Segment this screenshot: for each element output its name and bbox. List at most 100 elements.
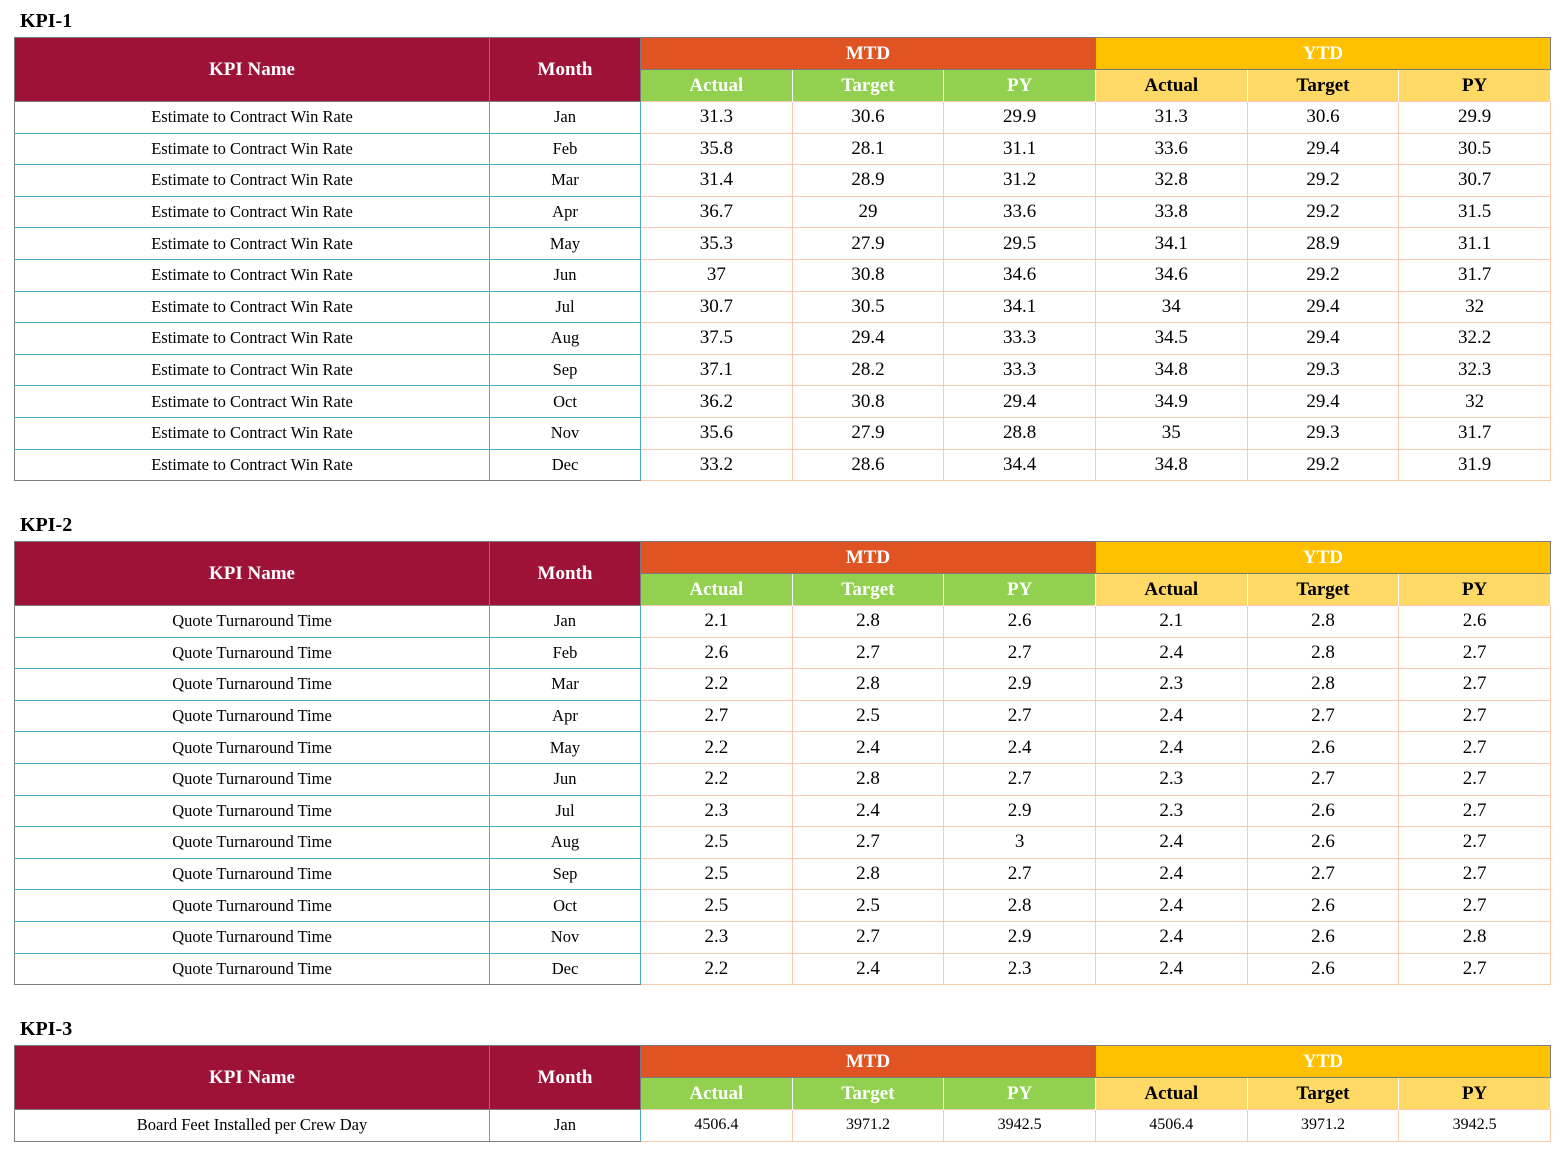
mtd-py-cell: 2.7	[943, 857, 1096, 891]
table-row: Quote Turnaround Time Sep 2.5 2.8 2.7 2.4 2.7 2…	[14, 857, 1551, 891]
mtd-actual-cell: 37.5	[640, 322, 793, 355]
mtd-actual-cell: 2.5	[640, 857, 793, 891]
mtd-actual-cell: 2.3	[640, 794, 793, 828]
ytd-py-cell: 2.7	[1398, 826, 1551, 859]
ytd-target-cell: 29.4	[1246, 132, 1400, 166]
mtd-target-header: Target	[792, 573, 945, 606]
mtd-target-cell: 2.5	[791, 889, 945, 922]
kpi-name-cell: Estimate to Contract Win Rate	[14, 164, 490, 197]
ytd-target-cell: 2.6	[1246, 826, 1400, 859]
ytd-target-cell: 29.2	[1246, 195, 1400, 229]
ytd-actual-cell: 34.5	[1094, 322, 1248, 355]
mtd-actual-cell: 37.1	[640, 353, 793, 387]
ytd-py-cell: 2.8	[1398, 920, 1551, 954]
mtd-target-cell: 30.6	[791, 101, 945, 134]
month-cell: May	[489, 227, 641, 260]
mtd-py-cell: 2.7	[943, 699, 1096, 733]
mtd-py-cell: 34.4	[943, 448, 1096, 482]
month-header: Month	[489, 37, 641, 102]
mtd-py-cell: 33.3	[943, 353, 1096, 387]
ytd-py-cell: 32.3	[1398, 353, 1551, 387]
table-row: Quote Turnaround Time Apr 2.7 2.5 2.7 2.4 2.7 2…	[14, 699, 1551, 733]
ytd-actual-cell: 2.3	[1094, 762, 1248, 796]
ytd-py-cell: 2.7	[1398, 952, 1551, 986]
ytd-target-cell: 29.4	[1246, 322, 1400, 355]
month-cell: Dec	[489, 952, 641, 986]
table-row: Estimate to Contract Win Rate May 35.3 27.9…	[14, 227, 1551, 260]
table-row: Estimate to Contract Win Rate Oct 36.2 30.8…	[14, 385, 1551, 418]
mtd-actual-header: Actual	[640, 1077, 793, 1110]
month-cell: Aug	[489, 826, 641, 859]
ytd-actual-cell: 2.3	[1094, 794, 1248, 828]
mtd-header: MTD	[640, 37, 1096, 70]
kpi-name-cell: Quote Turnaround Time	[14, 636, 490, 670]
ytd-actual-cell: 34	[1094, 290, 1248, 324]
kpi-name-cell: Quote Turnaround Time	[14, 668, 490, 701]
kpi-name-cell: Estimate to Contract Win Rate	[14, 132, 490, 166]
mtd-target-cell: 28.1	[791, 132, 945, 166]
mtd-target-cell: 2.5	[791, 699, 945, 733]
mtd-target-cell: 28.2	[791, 353, 945, 387]
table-row: Estimate to Contract Win Rate Jul 30.7 30.5…	[14, 290, 1551, 324]
mtd-actual-cell: 36.7	[640, 195, 793, 229]
month-cell: Oct	[489, 385, 641, 418]
table-row: Quote Turnaround Time Jul 2.3 2.4 2.9 2.3 2.6 2…	[14, 794, 1551, 828]
mtd-actual-cell: 2.6	[640, 636, 793, 670]
month-cell: Nov	[489, 416, 641, 450]
mtd-py-cell: 28.8	[943, 416, 1096, 450]
mtd-header: MTD	[640, 1045, 1096, 1078]
mtd-actual-cell: 37	[640, 258, 793, 292]
mtd-actual-cell: 35.3	[640, 227, 793, 260]
mtd-actual-cell: 2.7	[640, 699, 793, 733]
mtd-py-cell: 2.4	[943, 731, 1096, 764]
ytd-py-cell: 32.2	[1398, 322, 1551, 355]
ytd-target-cell: 30.6	[1246, 101, 1400, 134]
ytd-py-cell: 29.9	[1398, 101, 1551, 134]
mtd-actual-cell: 4506.4	[640, 1109, 793, 1142]
section-title: KPI-3	[20, 1018, 73, 1040]
ytd-actual-cell: 2.4	[1094, 857, 1248, 891]
mtd-py-cell: 33.3	[943, 322, 1096, 355]
ytd-target-cell: 2.8	[1246, 668, 1400, 701]
mtd-target-header: Target	[792, 1077, 945, 1110]
table-row: Quote Turnaround Time Feb 2.6 2.7 2.7 2.4 2.8 2…	[14, 636, 1551, 670]
mtd-target-cell: 2.4	[791, 731, 945, 764]
table-row: Estimate to Contract Win Rate Jun 37 30.8 34…	[14, 258, 1551, 292]
month-cell: Jan	[489, 1109, 641, 1142]
mtd-target-cell: 2.4	[791, 952, 945, 986]
table-row: Estimate to Contract Win Rate Feb 35.8 28.1…	[14, 132, 1551, 166]
mtd-target-cell: 29.4	[791, 322, 945, 355]
ytd-py-cell: 3942.5	[1398, 1109, 1551, 1142]
mtd-target-cell: 28.6	[791, 448, 945, 482]
kpi-table-body: Estimate to Contract Win Rate Jan 31.3 30.6…	[14, 101, 1551, 482]
ytd-actual-cell: 35	[1094, 416, 1248, 450]
ytd-actual-cell: 34.8	[1094, 448, 1248, 482]
ytd-actual-cell: 2.4	[1094, 952, 1248, 986]
kpi-table-body: Quote Turnaround Time Jan 2.1 2.8 2.6 2.1 2.8 2…	[14, 605, 1551, 986]
ytd-actual-cell: 2.4	[1094, 826, 1248, 859]
mtd-py-cell: 29.9	[943, 101, 1096, 134]
ytd-actual-cell: 34.8	[1094, 353, 1248, 387]
mtd-actual-cell: 2.5	[640, 889, 793, 922]
ytd-target-cell: 29.2	[1246, 448, 1400, 482]
mtd-py-cell: 31.1	[943, 132, 1096, 166]
month-cell: Apr	[489, 195, 641, 229]
month-header: Month	[489, 541, 641, 606]
mtd-target-cell: 2.7	[791, 826, 945, 859]
kpi-name-header: KPI Name	[14, 541, 490, 606]
ytd-target-cell: 29.4	[1246, 290, 1400, 324]
mtd-py-cell: 34.6	[943, 258, 1096, 292]
mtd-target-cell: 29	[791, 195, 945, 229]
ytd-py-cell: 2.6	[1398, 605, 1551, 638]
mtd-target-cell: 2.8	[791, 668, 945, 701]
ytd-py-cell: 2.7	[1398, 889, 1551, 922]
kpi-name-cell: Quote Turnaround Time	[14, 889, 490, 922]
table-row: Estimate to Contract Win Rate Apr 36.7 29 33…	[14, 195, 1551, 229]
section-title: KPI-1	[20, 10, 73, 32]
table-row: Estimate to Contract Win Rate Nov 35.6 27.9…	[14, 416, 1551, 450]
mtd-actual-cell: 2.2	[640, 952, 793, 986]
table-row: Estimate to Contract Win Rate Mar 31.4 28.9…	[14, 164, 1551, 197]
ytd-actual-cell: 32.8	[1094, 164, 1248, 197]
kpi-name-cell: Board Feet Installed per Crew Day	[14, 1109, 490, 1142]
mtd-target-cell: 2.7	[791, 636, 945, 670]
